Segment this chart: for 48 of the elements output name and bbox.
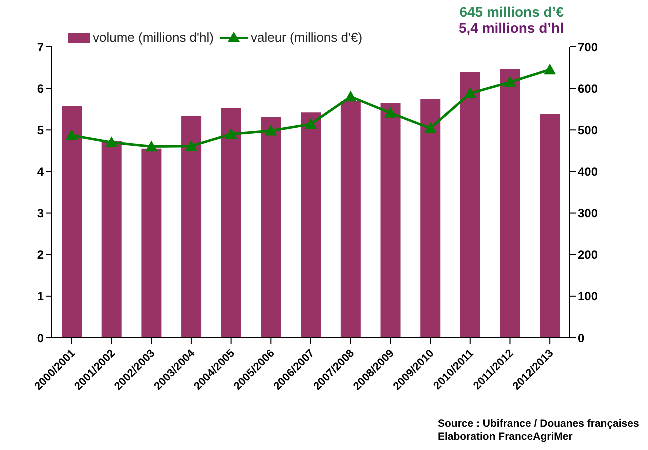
bar xyxy=(460,72,480,338)
bar xyxy=(182,116,202,338)
y-tick-label: 7 xyxy=(37,40,44,54)
point xyxy=(66,130,78,140)
bar xyxy=(221,108,242,338)
y2-tick-label: 0 xyxy=(578,331,585,346)
y2-tick-label: 300 xyxy=(578,206,598,221)
text: 5,4 millions d’hl xyxy=(458,20,564,36)
bar xyxy=(142,148,162,338)
y-tick-label: 5 xyxy=(37,123,44,138)
y-tick-label: 1 xyxy=(37,290,44,304)
point xyxy=(106,136,118,148)
point xyxy=(225,128,238,140)
point xyxy=(424,122,437,134)
legend-label: valeur (millions d'€) xyxy=(250,30,363,45)
y2-tick-label: 700 xyxy=(578,40,598,54)
bar xyxy=(540,114,560,338)
point xyxy=(384,107,397,118)
y2-tick-label: 500 xyxy=(578,123,598,138)
bar xyxy=(62,106,82,338)
y2-tick-label: 600 xyxy=(578,82,598,96)
y-tick-label: 6 xyxy=(37,82,44,96)
y2-tick-label: 100 xyxy=(578,290,598,304)
y-tick-label: 0 xyxy=(37,331,44,346)
legend-label: volume (millions d'hl) xyxy=(93,30,214,45)
y2-tick-label: 200 xyxy=(578,248,598,262)
point xyxy=(305,118,317,130)
point xyxy=(265,124,278,136)
text: Elaboration FranceAgriMer xyxy=(438,431,574,444)
point xyxy=(344,90,357,102)
bar xyxy=(102,141,122,338)
y2-tick-label: 400 xyxy=(578,164,598,179)
point xyxy=(185,140,198,152)
bar xyxy=(500,69,520,338)
point xyxy=(146,140,158,152)
bar xyxy=(340,101,361,338)
point xyxy=(464,88,476,98)
text: 645 millions d’€ xyxy=(460,4,564,20)
bar xyxy=(420,98,441,338)
bar xyxy=(261,117,282,338)
bar xyxy=(301,112,322,338)
point xyxy=(504,76,516,88)
y-tick-label: 3 xyxy=(37,206,44,221)
y-tick-label: 2 xyxy=(37,248,44,262)
point xyxy=(544,64,556,75)
source-note: Source : Ubifrance / Douanes françaises xyxy=(438,418,640,431)
bar xyxy=(380,103,401,338)
y-tick-label: 4 xyxy=(37,164,44,179)
